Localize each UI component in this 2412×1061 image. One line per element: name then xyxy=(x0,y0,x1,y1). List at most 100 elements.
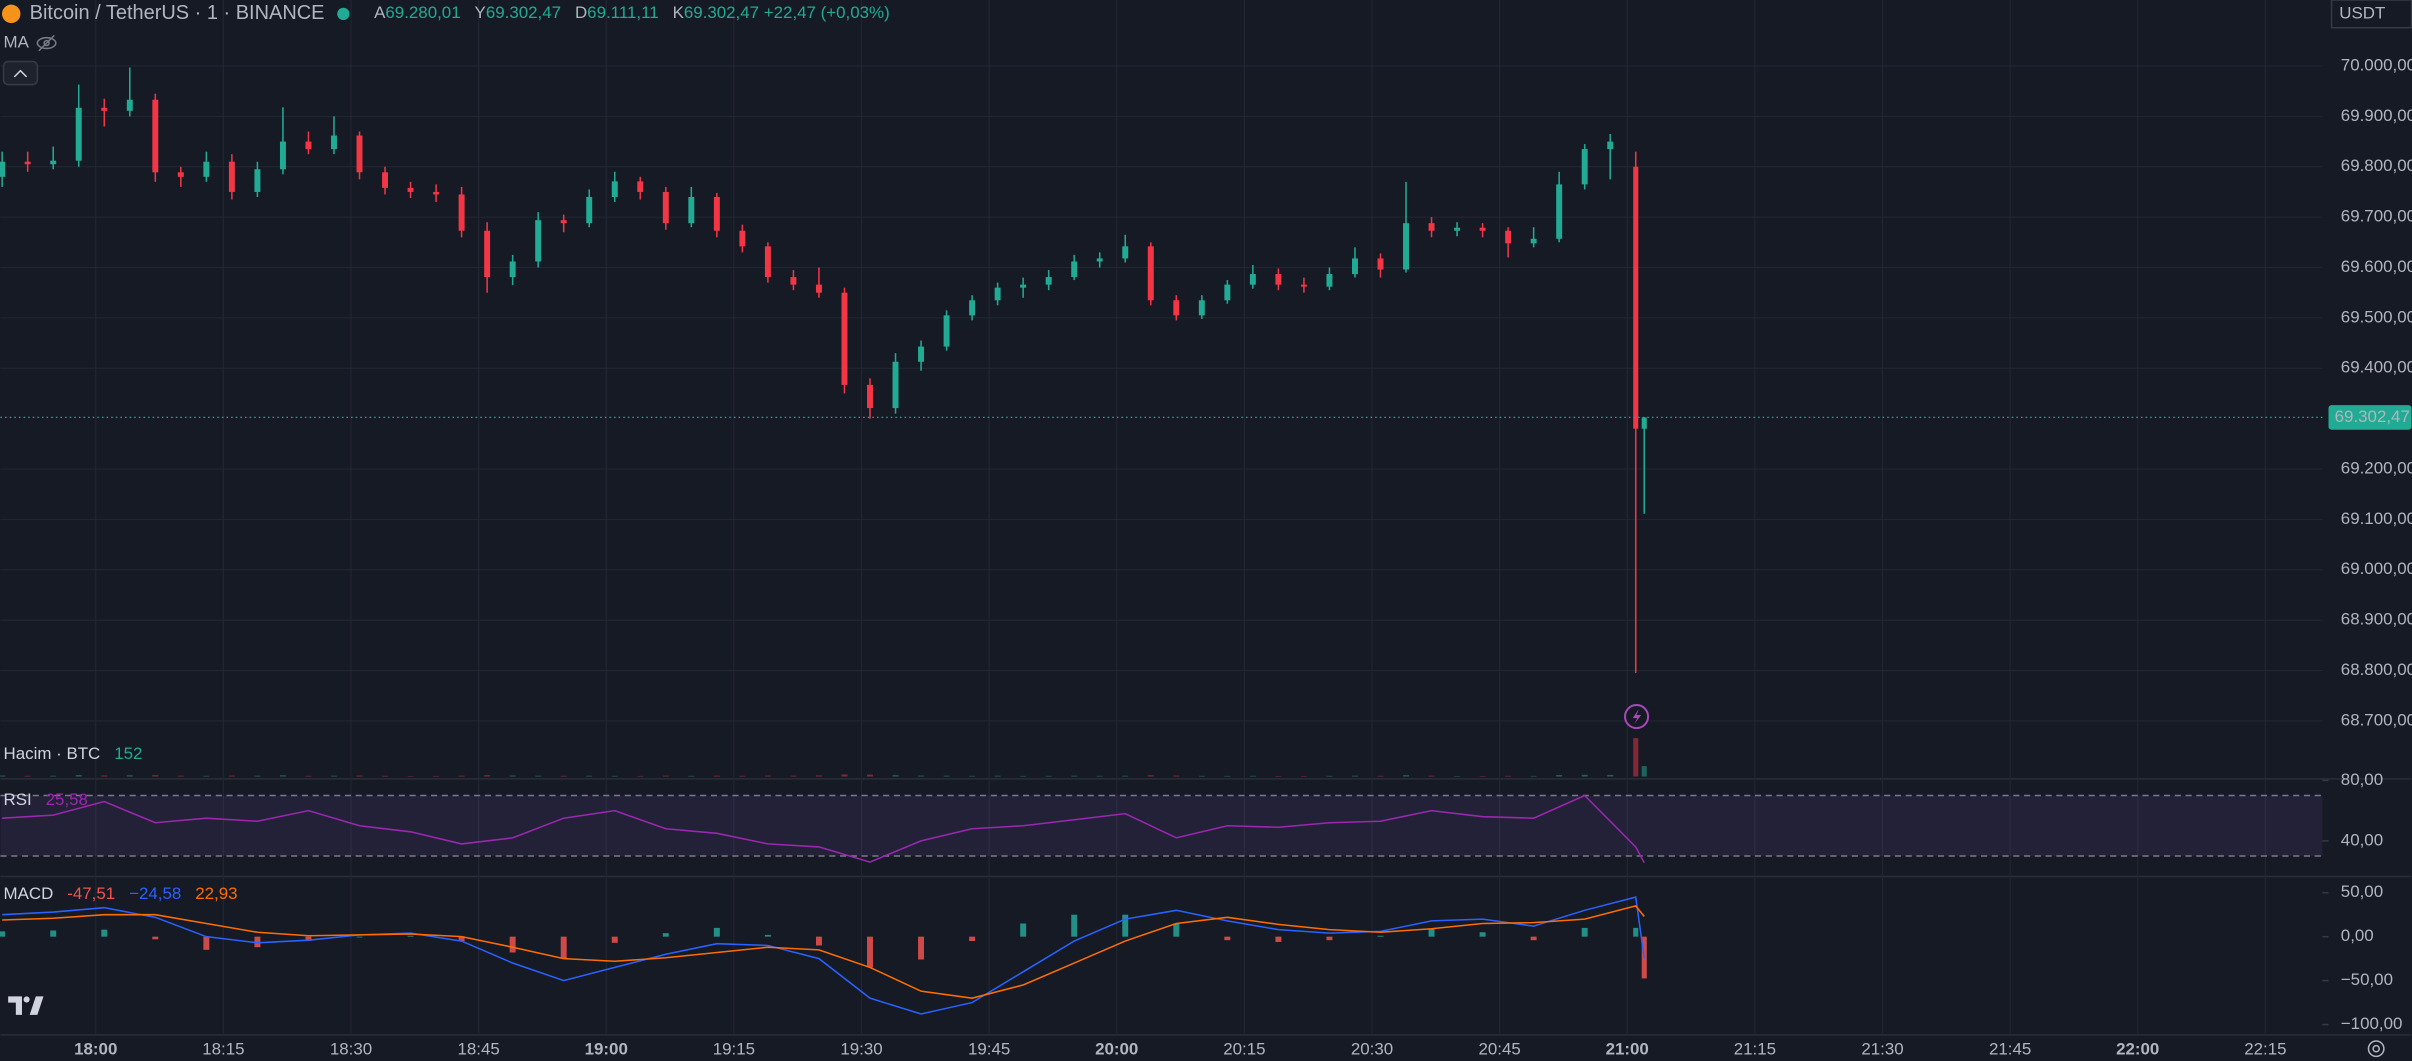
candle-body xyxy=(739,230,746,247)
candle-body xyxy=(713,196,720,231)
ohlc-key: Y xyxy=(475,3,486,22)
macd-histogram-bar xyxy=(254,936,261,948)
volume-bar xyxy=(382,775,389,777)
candle-body xyxy=(841,292,848,385)
candle-body xyxy=(1479,227,1486,231)
candle-body xyxy=(1403,223,1409,270)
candle-body xyxy=(918,346,925,362)
x-tick-label: 22:00 xyxy=(2116,1040,2159,1059)
volume-bar xyxy=(458,775,465,777)
y-tick-label: 68.800,00 xyxy=(2341,660,2412,679)
candle-body xyxy=(1581,149,1588,185)
symbol-title[interactable]: Bitcoin / TetherUS · 1 · BINANCE xyxy=(30,2,325,24)
x-tick-label: 18:45 xyxy=(457,1040,499,1059)
y-tick-label: 69.400,00 xyxy=(2341,358,2412,377)
candle-body xyxy=(305,141,312,150)
y-tick-label: 68.700,00 xyxy=(2341,710,2412,729)
y-tick-label: 70.000,00 xyxy=(2341,55,2412,74)
indicator-label[interactable]: MA xyxy=(4,33,30,52)
candle-body xyxy=(1198,300,1205,316)
candle-body xyxy=(1096,258,1103,262)
volume-bar xyxy=(407,775,414,777)
currency-button[interactable]: USDT xyxy=(2330,0,2412,29)
volume-bar xyxy=(1454,775,1461,777)
volume-bar xyxy=(764,775,771,777)
candle-body xyxy=(203,161,210,177)
candle-body xyxy=(1249,274,1256,285)
y-tick-label: 69.000,00 xyxy=(2341,559,2412,578)
candle-body xyxy=(662,191,669,224)
macd-histogram-bar xyxy=(1071,914,1078,937)
candle-body xyxy=(1326,274,1333,287)
collapse-button[interactable] xyxy=(2,60,39,86)
y-tick-label: 50,00 xyxy=(2341,882,2383,901)
x-tick-label: 18:30 xyxy=(330,1040,372,1059)
macd-histogram-bar xyxy=(764,934,771,937)
y-tick-label: 0,00 xyxy=(2341,926,2374,945)
volume-bar xyxy=(203,775,210,777)
candle-body xyxy=(1505,230,1512,244)
volume-bar xyxy=(1198,775,1205,777)
macd-histogram-bar xyxy=(1377,935,1384,937)
y-tick-label: 69.100,00 xyxy=(2341,509,2412,528)
volume-bar xyxy=(484,775,491,777)
volume-bar xyxy=(1122,775,1129,777)
currency-label: USDT xyxy=(2339,3,2385,22)
macd-line-value: −24,58 xyxy=(129,884,181,903)
rsi-legend: RSI 25,58 xyxy=(4,791,88,810)
event-icon[interactable] xyxy=(1624,704,1650,730)
candle-body xyxy=(1045,277,1052,285)
candle-body xyxy=(458,194,465,231)
x-tick-label: 20:00 xyxy=(1095,1040,1138,1059)
volume-bar xyxy=(1096,775,1103,777)
candle-body xyxy=(1351,258,1358,275)
candle-body xyxy=(24,161,31,165)
volume-bar xyxy=(177,775,184,777)
candle-body xyxy=(1173,300,1180,316)
volume-bar xyxy=(918,775,925,777)
macd-line xyxy=(2,896,1646,1015)
hide-icon[interactable] xyxy=(36,34,57,52)
volume-bar xyxy=(433,775,440,777)
volume-bar xyxy=(1300,775,1307,777)
volume-bar xyxy=(662,775,669,777)
tradingview-logo[interactable] xyxy=(8,996,44,1015)
macd-histogram-bar xyxy=(560,936,567,959)
volume-bar xyxy=(228,775,235,777)
change-value: +22,47 (+0,03%) xyxy=(764,3,890,22)
candle-body xyxy=(279,141,286,170)
macd-histogram-bar xyxy=(918,936,925,960)
ohlc-value: 69.302,47 xyxy=(684,3,759,22)
macd-histogram-bar xyxy=(101,929,108,937)
last-price-tag xyxy=(2328,405,2412,430)
volume-bar xyxy=(509,775,516,777)
candle-body xyxy=(969,300,976,316)
volume-bar xyxy=(1326,775,1333,777)
x-tick-label: 20:45 xyxy=(1478,1040,1520,1059)
candle-body xyxy=(1428,223,1435,231)
y-tick-label: 69.800,00 xyxy=(2341,156,2412,175)
volume-bar xyxy=(1020,775,1027,777)
candle-body xyxy=(943,315,950,347)
candle-body xyxy=(1147,246,1154,301)
ohlc-legend: A69.280,01 Y69.302,47 D69.111,11 K69.302… xyxy=(374,3,890,22)
volume-bar xyxy=(50,775,57,777)
candle-body xyxy=(892,361,899,409)
volume-bar xyxy=(24,775,31,777)
volume-bar xyxy=(254,775,261,777)
candle-body xyxy=(1275,274,1282,285)
volume-bar xyxy=(586,775,593,777)
candle-body xyxy=(560,220,567,224)
volume-bar xyxy=(331,775,337,777)
macd-signal-value: 22,93 xyxy=(195,884,237,903)
y-tick-label: −50,00 xyxy=(2341,970,2393,989)
candle-body xyxy=(867,384,873,409)
candle-body xyxy=(356,135,363,173)
macd-line xyxy=(2,905,1645,999)
settings-icon[interactable] xyxy=(2367,1040,2385,1058)
y-tick-label: 69.500,00 xyxy=(2341,307,2412,326)
market-status xyxy=(337,7,350,20)
candle-body xyxy=(126,99,133,111)
candle-body xyxy=(790,277,797,285)
